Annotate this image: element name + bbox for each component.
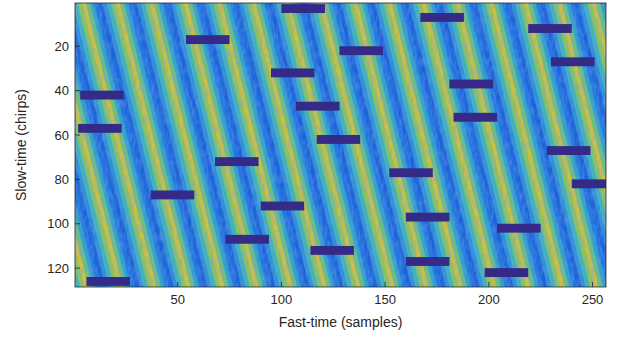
mask-bar	[389, 168, 433, 177]
mask-bar	[271, 68, 315, 77]
heatmap-background	[75, 3, 606, 287]
x-tick-label: 150	[374, 292, 396, 307]
mask-bar	[547, 146, 591, 155]
mask-bar	[151, 190, 195, 199]
y-tick	[75, 268, 80, 269]
mask-bar	[281, 4, 325, 13]
mask-bar	[551, 57, 595, 66]
y-axis-title: Slow-time (chirps)	[13, 89, 29, 201]
mask-bar	[80, 91, 124, 100]
mask-bar	[406, 213, 450, 222]
x-tick	[488, 282, 489, 287]
mask-bar	[261, 202, 305, 211]
y-tick-label: 80	[55, 172, 69, 187]
mask-bar	[317, 135, 361, 144]
y-tick	[75, 179, 80, 180]
mask-bar	[454, 113, 498, 122]
x-tick	[281, 282, 282, 287]
x-tick	[385, 282, 386, 287]
y-tick-label: 40	[55, 83, 69, 98]
x-tick	[177, 282, 178, 287]
mask-bar	[497, 224, 541, 233]
x-axis-title: Fast-time (samples)	[279, 314, 403, 330]
x-tick-label: 50	[170, 292, 184, 307]
y-tick-label: 60	[55, 128, 69, 143]
heatmap-texture	[75, 3, 606, 287]
y-tick-label: 120	[47, 261, 69, 276]
x-tick-label: 100	[271, 292, 293, 307]
mask-bar	[225, 235, 269, 244]
plot-frame	[75, 3, 606, 287]
chart: 50 100 150 200 250 20 40 60 80 100 120 Fast-time (s…	[0, 0, 630, 343]
x-tick-label: 200	[478, 292, 500, 307]
y-tick	[75, 46, 80, 47]
mask-bar	[406, 257, 450, 266]
mask-bar	[186, 35, 230, 44]
mask-bar	[528, 24, 572, 33]
y-tick-label: 20	[55, 39, 69, 54]
x-tick	[592, 282, 593, 287]
mask-bar	[449, 80, 493, 89]
mask-bar	[310, 246, 354, 255]
mask-bar	[339, 46, 383, 55]
y-tick	[75, 223, 80, 224]
mask-bar	[485, 268, 529, 277]
mask-bar	[572, 179, 606, 188]
mask-bar	[215, 157, 259, 166]
y-tick-label: 100	[47, 216, 69, 231]
x-tick-label: 250	[582, 292, 604, 307]
y-tick	[75, 90, 80, 91]
y-tick	[75, 135, 80, 136]
plot-area	[75, 3, 606, 287]
mask-bar	[86, 277, 130, 286]
mask-bar	[420, 13, 464, 22]
mask-bar	[296, 102, 340, 111]
mask-bar	[78, 124, 122, 133]
